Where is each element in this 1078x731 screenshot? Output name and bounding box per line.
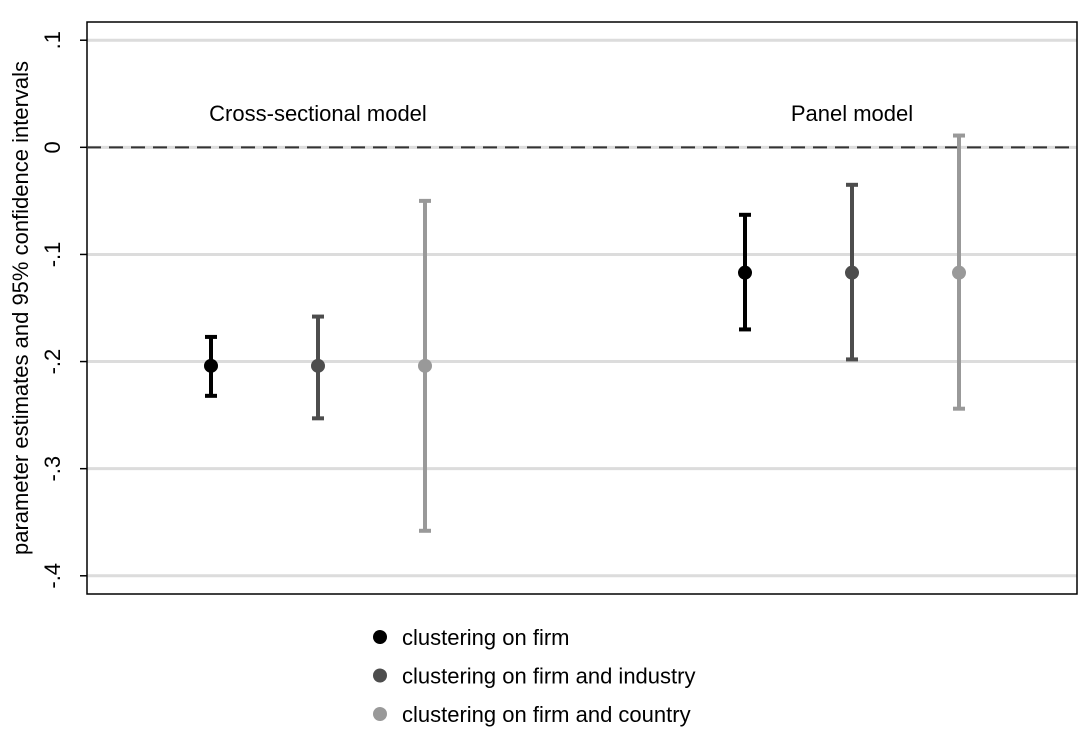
legend-label: clustering on firm and country (402, 702, 691, 727)
point (952, 265, 966, 280)
legend-marker (373, 630, 387, 644)
point (845, 265, 859, 280)
y-tick-label: -.1 (40, 242, 65, 268)
legend-marker (373, 707, 387, 721)
y-tick-label: 0 (40, 141, 65, 153)
plot-frame (86, 21, 1078, 595)
point (311, 358, 325, 373)
group-label: Panel model (791, 101, 913, 126)
point (204, 358, 218, 373)
point (738, 265, 752, 280)
legend-label: clustering on firm (402, 625, 570, 650)
legend-marker (373, 668, 387, 683)
y-tick-label: -.2 (40, 349, 65, 375)
group-label: Cross-sectional model (209, 101, 427, 126)
y-tick-label: -.3 (40, 456, 65, 482)
legend-label: clustering on firm and industry (402, 664, 695, 689)
point (418, 358, 432, 373)
y-axis-title: parameter estimates and 95% confidence i… (8, 61, 33, 555)
y-tick-label: .1 (40, 31, 65, 49)
y-tick-label: -.4 (40, 563, 65, 589)
